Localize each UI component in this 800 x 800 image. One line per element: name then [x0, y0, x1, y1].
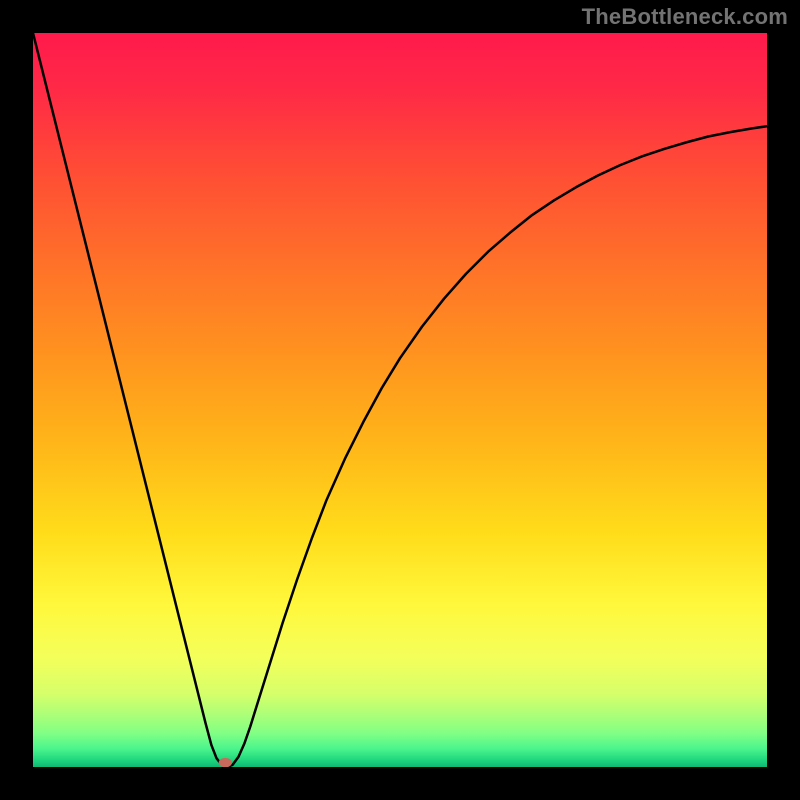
watermark-text: TheBottleneck.com: [582, 4, 788, 30]
optimum-marker: [219, 758, 232, 767]
plot-svg: [33, 33, 767, 767]
chart-frame: TheBottleneck.com: [0, 0, 800, 800]
gradient-rect: [33, 33, 767, 767]
plot-area: [33, 33, 767, 767]
